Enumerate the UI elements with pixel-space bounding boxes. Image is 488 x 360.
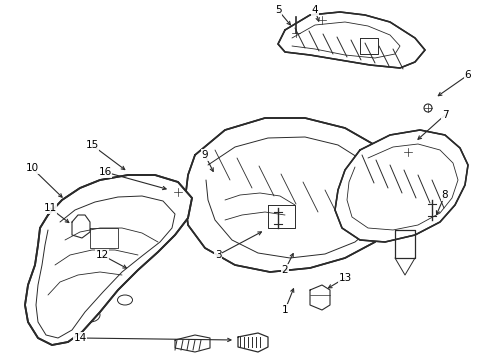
Text: 10: 10 (25, 163, 39, 173)
Text: 14: 14 (73, 333, 86, 343)
Text: 6: 6 (464, 70, 470, 80)
Text: 11: 11 (43, 203, 57, 213)
Polygon shape (334, 130, 467, 242)
Text: 9: 9 (201, 150, 208, 160)
Text: 12: 12 (95, 250, 108, 260)
Text: 3: 3 (214, 250, 221, 260)
Text: 5: 5 (274, 5, 281, 15)
Text: 13: 13 (338, 273, 351, 283)
Text: 7: 7 (441, 110, 447, 120)
Text: 8: 8 (441, 190, 447, 200)
Polygon shape (184, 118, 404, 272)
Text: 15: 15 (85, 140, 99, 150)
Text: 4: 4 (311, 5, 318, 15)
Polygon shape (25, 175, 192, 345)
Text: 2: 2 (281, 265, 288, 275)
Text: 1: 1 (281, 305, 288, 315)
Text: 16: 16 (98, 167, 111, 177)
Polygon shape (278, 12, 424, 68)
